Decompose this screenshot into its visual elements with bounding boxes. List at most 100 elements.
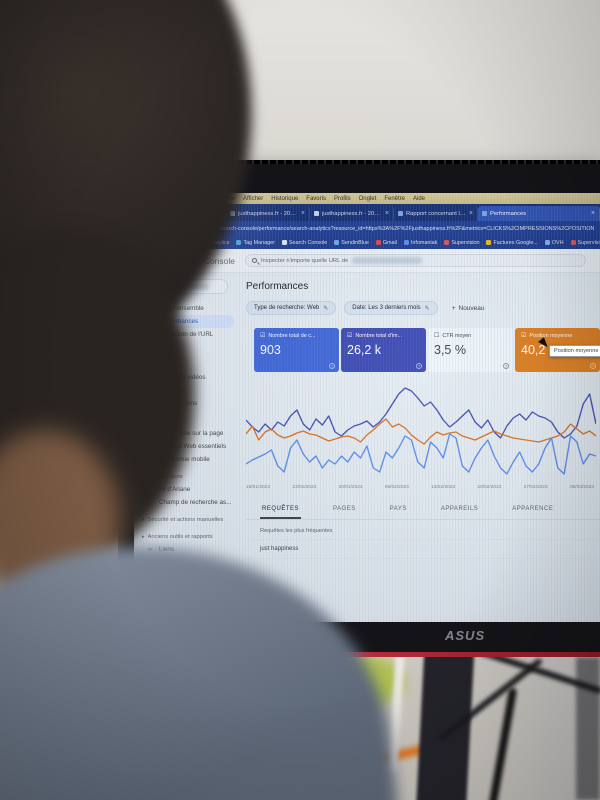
bookmark-label: SendinBlue	[341, 239, 369, 246]
menubar-item[interactable]: Favoris	[306, 195, 326, 202]
sidebar-item-label: Vue d'ensemble	[159, 305, 204, 312]
help-icon[interactable]: ?	[590, 363, 596, 369]
filter-chip[interactable]: Type de recherche: Web ✎	[246, 301, 337, 315]
sidebar-section: ▸Sécurité et actions manuelles	[142, 513, 234, 526]
metric-card[interactable]: ☑ Nombre total de c... 903?	[254, 328, 339, 372]
checkbox-icon[interactable]: ☑	[347, 333, 353, 339]
bookmark-label: Infomaniak	[410, 239, 438, 246]
metric-card[interactable]: ☑ Nombre total d'im... 26,2 k?	[341, 328, 426, 372]
tab-close-icon[interactable]: ×	[300, 210, 305, 217]
dimension-tab[interactable]: PAGES	[333, 506, 356, 512]
chip-label: Type de recherche: Web	[254, 305, 320, 311]
menubar-item[interactable]: Aide	[413, 195, 426, 202]
tab-close-icon[interactable]: ×	[384, 210, 389, 217]
edit-icon: ✎	[424, 305, 430, 312]
x-axis-labels: 16/01/2023 23/01/2023 30/01/2023 06/02/2023…	[246, 485, 596, 490]
x-tick-label: 27/02/2023	[523, 485, 548, 490]
help-icon[interactable]: ?	[416, 363, 422, 369]
bookmark-item[interactable]: SendinBlue	[334, 240, 369, 246]
bookmark-item[interactable]: Search Console	[281, 239, 328, 246]
bookmark-item[interactable]: Gmail	[375, 239, 397, 246]
sidebar-section-header[interactable]: ▸ Anciens outils et rapports	[142, 530, 234, 543]
bookmark-item[interactable]: Factures Google...	[486, 239, 538, 246]
brand-logo: ASUS	[445, 628, 486, 643]
dimension-tabs: REQUÊTES PAGES PAYS APPAREILS APPARENCE	[246, 502, 600, 520]
menubar-item[interactable]: Historique	[271, 195, 299, 202]
menubar-item[interactable]: Fenêtre	[384, 195, 405, 202]
monitor-vents	[118, 160, 600, 164]
metric-label: Nombre total de c...	[268, 333, 316, 339]
monitor-stand	[415, 657, 475, 800]
browser-tab[interactable]: justhappiness.fr - 2023-04-1...×	[310, 206, 394, 221]
filter-chips: Type de recherche: Web ✎ Date: Les 3 derni…	[246, 301, 438, 315]
tooltip: Position moyenne	[549, 345, 600, 357]
page-title: Performances	[246, 281, 309, 292]
plus-icon: +	[451, 304, 456, 312]
bookmark-label: Gmail	[382, 239, 397, 246]
filter-chip[interactable]: Date: Les 3 derniers mois ✎	[344, 301, 438, 315]
browser-tab[interactable]: Performances ×	[478, 206, 600, 221]
bookmark-item[interactable]: Infomaniak	[403, 239, 438, 246]
bookmark-item[interactable]: OVH	[544, 240, 564, 246]
search-console-app: GoogleSearch Console Inspecter n'importe…	[134, 249, 600, 622]
dimension-tab[interactable]: PAYS	[389, 506, 407, 512]
menubar-item[interactable]: Profils	[333, 195, 351, 202]
help-icon[interactable]: ?	[329, 363, 335, 369]
url-text[interactable]: search.google.com/search-console/perform…	[171, 225, 594, 232]
bookmark-label: Factures Google...	[493, 239, 538, 246]
search-icon	[251, 258, 257, 263]
x-tick-label: 16/01/2023	[246, 485, 271, 490]
checkbox-icon[interactable]: ☐	[434, 333, 440, 339]
x-tick-label: 23/01/2023	[292, 485, 317, 490]
menubar-item[interactable]: Afficher	[243, 195, 264, 202]
sidebar-item-label: Signaux Web essentiels	[159, 443, 227, 450]
line-chart[interactable]	[246, 382, 596, 482]
dimension-tab[interactable]: APPAREILS	[440, 506, 479, 512]
bookmark-favicon	[444, 240, 450, 245]
url-inspect-search-input[interactable]: Inspecter n'importe quelle URL de	[244, 254, 586, 267]
metric-card[interactable]: ☐ CTR moyen 3,5 %?	[428, 328, 513, 372]
dimension-tab[interactable]: REQUÊTES	[260, 502, 302, 519]
metric-label: Nombre total d'im...	[355, 333, 402, 339]
bookmark-favicon	[486, 240, 492, 245]
new-filter-button[interactable]: + Nouveau	[452, 305, 485, 312]
table-header: Requêtes les plus fréquentes	[246, 520, 600, 540]
menubar-item[interactable]: Onglet	[358, 195, 377, 202]
bookmark-favicon	[544, 240, 550, 245]
bookmark-label: Supervision	[577, 239, 600, 246]
x-tick-label: 30/01/2023	[338, 485, 363, 490]
browser-tab[interactable]: Rapport concernant l'expérien...×	[394, 206, 478, 221]
bookmark-item[interactable]: Supervision	[570, 239, 600, 246]
help-icon[interactable]: ?	[503, 363, 509, 369]
tab-close-icon[interactable]: ×	[590, 210, 595, 217]
bookmark-favicon	[570, 240, 576, 245]
bookmark-item[interactable]: Supervision	[444, 240, 479, 246]
checkbox-icon[interactable]: ☑	[521, 333, 527, 339]
tab-title: justhappiness.fr - 2023-04-1...	[238, 210, 298, 217]
sidebar-section-header[interactable]: ▸Sécurité et actions manuelles	[142, 513, 234, 526]
table-row[interactable]: just happiness	[246, 540, 600, 559]
x-tick-label: 06/03/2023	[569, 485, 594, 490]
metric-label: CTR moyen	[442, 333, 472, 339]
metric-label: Position moyenne	[529, 333, 573, 339]
metric-cards-row: Position moyenne ☑ Nombre total de c... 903…	[246, 328, 600, 372]
x-tick-label: 20/02/2023	[477, 485, 502, 490]
dimension-tab[interactable]: APPARENCE	[512, 506, 554, 512]
chevron-icon: ▸	[142, 533, 145, 540]
black-cable	[486, 687, 518, 800]
metric-value: 40,2	[521, 343, 546, 357]
performance-chart[interactable]: 16/01/2023 23/01/2023 30/01/2023 06/02/2023…	[246, 382, 600, 490]
tab-title: Rapport concernant l'expérien...	[406, 210, 466, 217]
new-filter-label: Nouveau	[458, 304, 485, 312]
browser-tab[interactable]: justhappiness.fr - 2023-04-1...×	[226, 206, 310, 221]
sidebar-item-label: Fil d'Ariane	[159, 486, 191, 493]
bookmark-label: Supervision	[451, 239, 480, 246]
tab-close-icon[interactable]: ×	[468, 210, 473, 217]
bookmark-item[interactable]: Tag Manager	[236, 239, 275, 246]
bookmark-label: Tag Manager	[243, 239, 275, 246]
bookmark-label: Search Console	[288, 239, 328, 246]
bookmark-favicon	[236, 240, 242, 245]
metric-value: 3,5 %	[434, 343, 466, 357]
checkbox-icon[interactable]: ☑	[260, 333, 266, 339]
